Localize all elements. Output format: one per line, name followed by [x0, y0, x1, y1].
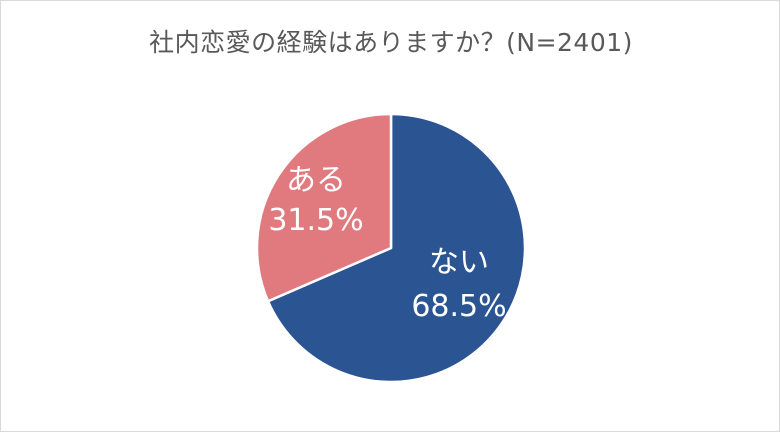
pie-slice-aru: [255, 112, 393, 303]
data-label-aru-name: ある: [286, 163, 346, 198]
data-label-aru-value: 31.5%: [268, 203, 364, 238]
data-label-nai-name: ない: [429, 245, 489, 280]
pie-slice-nai: [266, 112, 527, 384]
data-label-aru: ある 31.5%: [266, 163, 366, 239]
chart-title: 社内恋愛の経験はありますか？(N=2401): [149, 28, 633, 57]
data-label-nai: ない 68.5%: [404, 245, 514, 325]
data-label-nai-value: 68.5%: [411, 289, 507, 324]
